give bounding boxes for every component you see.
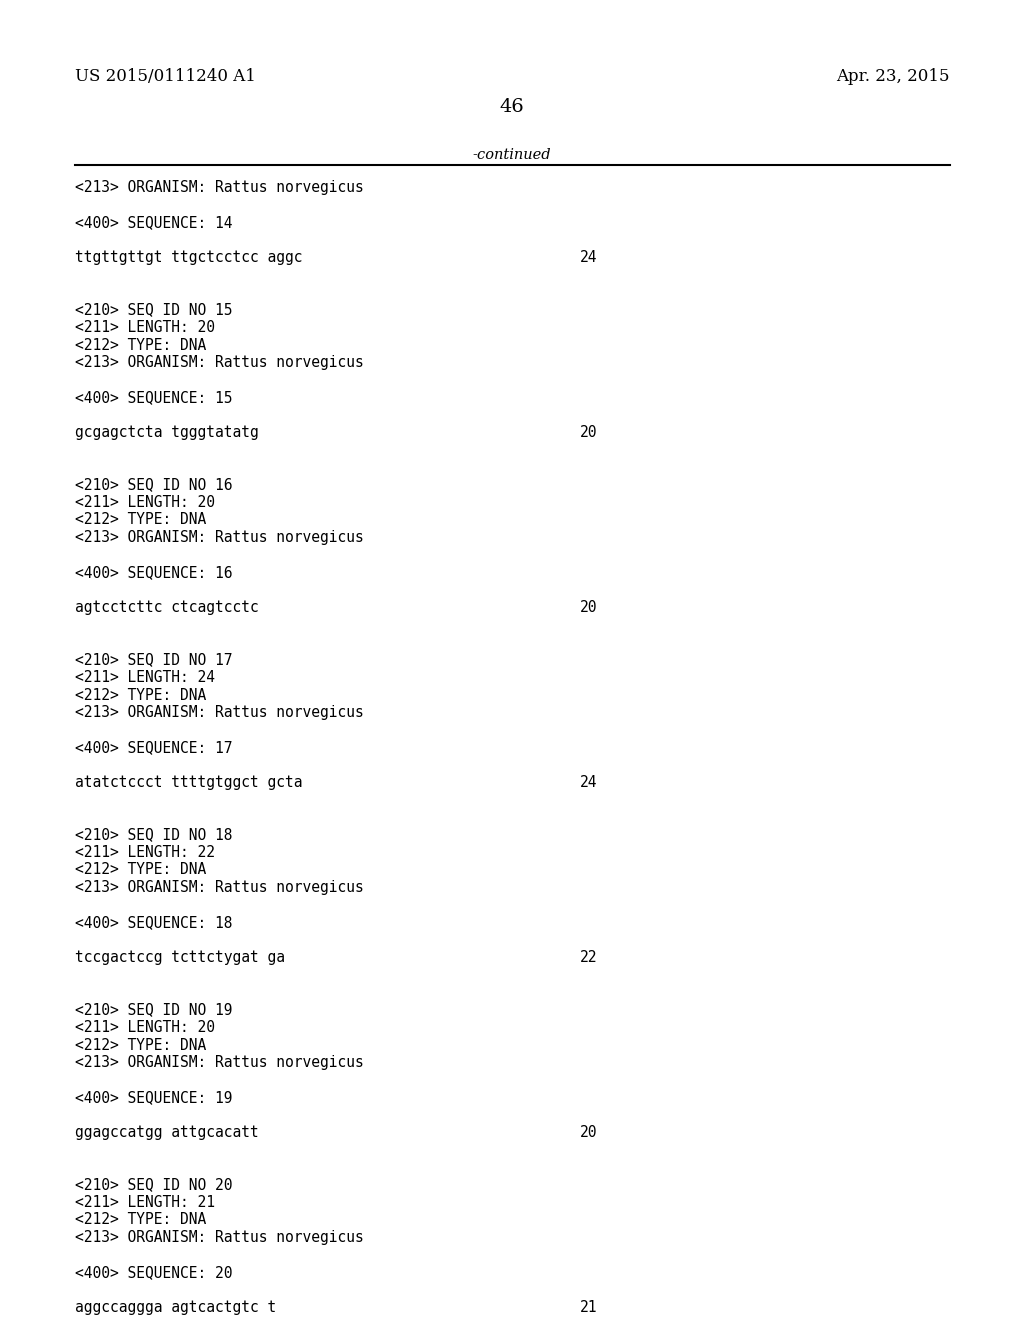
Text: <212> TYPE: DNA: <212> TYPE: DNA: [75, 688, 206, 702]
Text: <210> SEQ ID NO 18: <210> SEQ ID NO 18: [75, 828, 232, 842]
Text: <211> LENGTH: 22: <211> LENGTH: 22: [75, 845, 215, 861]
Text: <211> LENGTH: 21: <211> LENGTH: 21: [75, 1195, 215, 1210]
Text: <212> TYPE: DNA: <212> TYPE: DNA: [75, 512, 206, 528]
Text: <213> ORGANISM: Rattus norvegicus: <213> ORGANISM: Rattus norvegicus: [75, 180, 364, 195]
Text: <213> ORGANISM: Rattus norvegicus: <213> ORGANISM: Rattus norvegicus: [75, 705, 364, 719]
Text: <211> LENGTH: 20: <211> LENGTH: 20: [75, 319, 215, 335]
Text: agtcctcttc ctcagtcctc: agtcctcttc ctcagtcctc: [75, 601, 259, 615]
Text: <210> SEQ ID NO 20: <210> SEQ ID NO 20: [75, 1177, 232, 1192]
Text: 24: 24: [580, 775, 597, 789]
Text: <212> TYPE: DNA: <212> TYPE: DNA: [75, 1038, 206, 1052]
Text: <213> ORGANISM: Rattus norvegicus: <213> ORGANISM: Rattus norvegicus: [75, 880, 364, 895]
Text: <400> SEQUENCE: 20: <400> SEQUENCE: 20: [75, 1265, 232, 1280]
Text: <211> LENGTH: 20: <211> LENGTH: 20: [75, 1020, 215, 1035]
Text: US 2015/0111240 A1: US 2015/0111240 A1: [75, 69, 256, 84]
Text: 22: 22: [580, 950, 597, 965]
Text: <210> SEQ ID NO 19: <210> SEQ ID NO 19: [75, 1002, 232, 1018]
Text: 20: 20: [580, 601, 597, 615]
Text: <210> SEQ ID NO 16: <210> SEQ ID NO 16: [75, 478, 232, 492]
Text: <213> ORGANISM: Rattus norvegicus: <213> ORGANISM: Rattus norvegicus: [75, 355, 364, 370]
Text: <211> LENGTH: 20: <211> LENGTH: 20: [75, 495, 215, 510]
Text: ggagccatgg attgcacatt: ggagccatgg attgcacatt: [75, 1125, 259, 1140]
Text: <213> ORGANISM: Rattus norvegicus: <213> ORGANISM: Rattus norvegicus: [75, 531, 364, 545]
Text: Apr. 23, 2015: Apr. 23, 2015: [837, 69, 950, 84]
Text: <400> SEQUENCE: 16: <400> SEQUENCE: 16: [75, 565, 232, 579]
Text: <212> TYPE: DNA: <212> TYPE: DNA: [75, 1213, 206, 1228]
Text: <400> SEQUENCE: 17: <400> SEQUENCE: 17: [75, 741, 232, 755]
Text: <213> ORGANISM: Rattus norvegicus: <213> ORGANISM: Rattus norvegicus: [75, 1055, 364, 1071]
Text: <400> SEQUENCE: 18: <400> SEQUENCE: 18: [75, 915, 232, 931]
Text: 24: 24: [580, 249, 597, 265]
Text: 20: 20: [580, 425, 597, 440]
Text: <210> SEQ ID NO 17: <210> SEQ ID NO 17: [75, 652, 232, 668]
Text: aggccaggga agtcactgtc t: aggccaggga agtcactgtc t: [75, 1300, 276, 1315]
Text: <211> LENGTH: 24: <211> LENGTH: 24: [75, 671, 215, 685]
Text: atatctccct ttttgtggct gcta: atatctccct ttttgtggct gcta: [75, 775, 302, 789]
Text: tccgactccg tcttctygat ga: tccgactccg tcttctygat ga: [75, 950, 285, 965]
Text: <400> SEQUENCE: 15: <400> SEQUENCE: 15: [75, 389, 232, 405]
Text: 20: 20: [580, 1125, 597, 1140]
Text: <210> SEQ ID NO 15: <210> SEQ ID NO 15: [75, 302, 232, 318]
Text: 21: 21: [580, 1300, 597, 1315]
Text: gcgagctcta tgggtatatg: gcgagctcta tgggtatatg: [75, 425, 259, 440]
Text: <213> ORGANISM: Rattus norvegicus: <213> ORGANISM: Rattus norvegicus: [75, 1230, 364, 1245]
Text: 46: 46: [500, 98, 524, 116]
Text: <212> TYPE: DNA: <212> TYPE: DNA: [75, 862, 206, 878]
Text: <212> TYPE: DNA: <212> TYPE: DNA: [75, 338, 206, 352]
Text: <400> SEQUENCE: 19: <400> SEQUENCE: 19: [75, 1090, 232, 1105]
Text: -continued: -continued: [473, 148, 551, 162]
Text: ttgttgttgt ttgctcctcc aggc: ttgttgttgt ttgctcctcc aggc: [75, 249, 302, 265]
Text: <400> SEQUENCE: 14: <400> SEQUENCE: 14: [75, 215, 232, 230]
